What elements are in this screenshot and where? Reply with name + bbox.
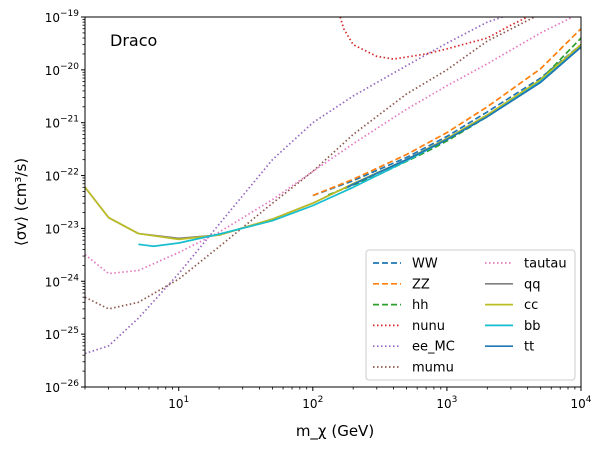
y-tick-label: 10−20 [45,62,80,78]
legend-frame [365,249,576,381]
y-tick-label: 10−19 [45,9,80,25]
y-tick-label: 10−26 [45,379,80,395]
x-tick-label: 104 [570,395,591,411]
legend-label-tautau: tautau [524,257,567,272]
y-tick-label: 10−21 [45,115,79,131]
series-line-cc [85,43,581,241]
y-axis-label: ⟨σv⟩ (cm³/s) [12,158,30,246]
y-tick-label: 10−23 [45,220,79,236]
legend-label-hh: hh [412,298,428,313]
y-tick-label: 10−25 [45,326,79,342]
legend-label-qq: qq [524,277,541,292]
legend-label-mumu: mumu [412,361,454,376]
chart-annotation: Draco [110,31,157,50]
series-line-zz [312,28,581,197]
series-line-tt [346,46,581,189]
legend-label-bb: bb [524,319,541,334]
series-line-tautau [85,17,575,275]
legend-label-ww: WW [412,257,438,272]
series-line-mumu [85,17,535,310]
series-layer [85,17,581,355]
x-tick-label: 101 [168,395,189,411]
y-tick-label: 10−24 [45,273,80,289]
legend-label-cc: cc [524,298,538,313]
series-line-ww [312,43,581,197]
x-axis-label: m_χ (GeV) [296,422,374,441]
y-tick-label: 10−22 [45,168,79,184]
legend-label-ee-mc: ee_MC [412,340,455,355]
series-line-hh [327,37,581,196]
series-line-ee-mc [85,17,503,355]
legend-label-zz: ZZ [412,277,430,292]
legend-label-nunu: nunu [412,319,445,334]
x-tick-label: 102 [302,395,323,411]
legend-label-tt: tt [524,340,534,355]
plot-frame [84,16,582,388]
x-tick-label: 103 [436,395,457,411]
